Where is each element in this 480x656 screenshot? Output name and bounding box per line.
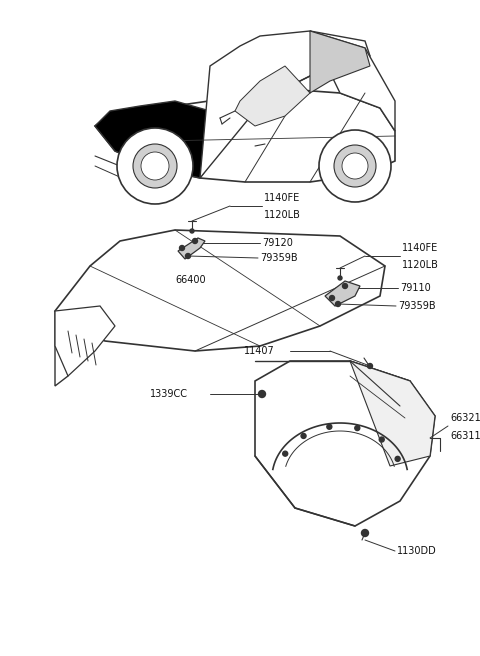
Polygon shape bbox=[200, 66, 270, 178]
Polygon shape bbox=[55, 311, 75, 386]
Circle shape bbox=[283, 451, 288, 456]
Text: 66311: 66311 bbox=[450, 431, 480, 441]
Circle shape bbox=[336, 302, 340, 306]
Circle shape bbox=[301, 434, 306, 438]
Text: 1120LB: 1120LB bbox=[264, 210, 301, 220]
Polygon shape bbox=[350, 361, 435, 466]
Polygon shape bbox=[310, 31, 395, 131]
Text: 1140FE: 1140FE bbox=[264, 193, 300, 203]
Circle shape bbox=[379, 437, 384, 442]
Text: 66400: 66400 bbox=[175, 275, 205, 285]
Text: 1339CC: 1339CC bbox=[150, 389, 188, 399]
Text: 79359B: 79359B bbox=[260, 253, 298, 263]
Circle shape bbox=[329, 295, 335, 300]
Polygon shape bbox=[255, 361, 435, 526]
Circle shape bbox=[190, 229, 194, 233]
Polygon shape bbox=[325, 281, 360, 306]
Circle shape bbox=[361, 529, 369, 537]
Text: 1130DD: 1130DD bbox=[397, 546, 437, 556]
Text: 79120: 79120 bbox=[262, 238, 293, 248]
Text: 79110: 79110 bbox=[400, 283, 431, 293]
Polygon shape bbox=[310, 31, 370, 93]
Circle shape bbox=[141, 152, 169, 180]
Polygon shape bbox=[95, 89, 395, 182]
Circle shape bbox=[327, 424, 332, 429]
Circle shape bbox=[259, 390, 265, 398]
Circle shape bbox=[180, 245, 184, 251]
Circle shape bbox=[395, 457, 400, 461]
Circle shape bbox=[342, 153, 368, 179]
Circle shape bbox=[192, 239, 197, 243]
Text: 66321: 66321 bbox=[450, 413, 480, 423]
Text: 1120LB: 1120LB bbox=[402, 260, 439, 270]
Polygon shape bbox=[200, 31, 370, 178]
Circle shape bbox=[368, 363, 372, 369]
Polygon shape bbox=[95, 101, 230, 178]
Polygon shape bbox=[235, 66, 310, 126]
Circle shape bbox=[319, 130, 391, 202]
Polygon shape bbox=[55, 306, 115, 376]
Polygon shape bbox=[55, 230, 385, 351]
Text: 1140FE: 1140FE bbox=[402, 243, 438, 253]
Text: 79359B: 79359B bbox=[398, 301, 436, 311]
Circle shape bbox=[117, 128, 193, 204]
Polygon shape bbox=[178, 238, 205, 259]
Circle shape bbox=[185, 253, 191, 258]
Text: 11407: 11407 bbox=[244, 346, 275, 356]
Circle shape bbox=[133, 144, 177, 188]
Circle shape bbox=[338, 276, 342, 280]
Circle shape bbox=[343, 283, 348, 289]
Circle shape bbox=[334, 145, 376, 187]
Circle shape bbox=[355, 426, 360, 430]
